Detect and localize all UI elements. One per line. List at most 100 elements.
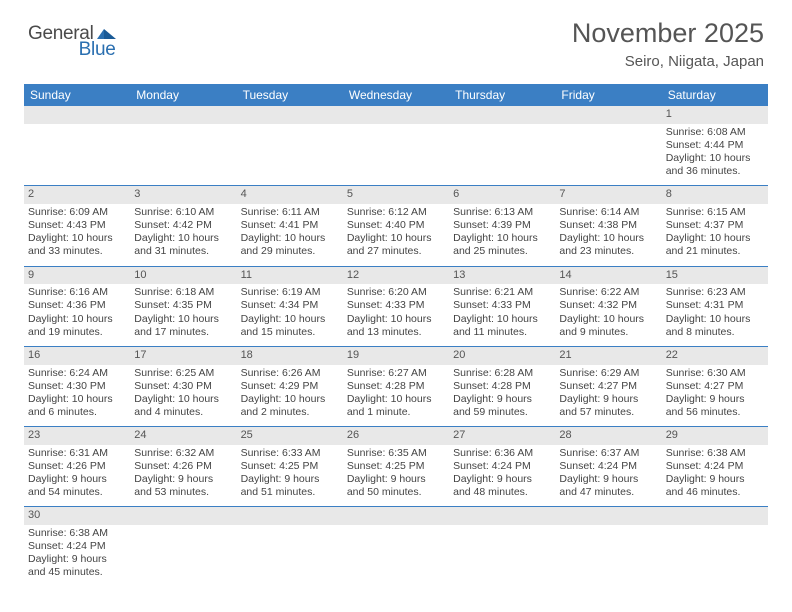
sunset-text: Sunset: 4:24 PM — [453, 460, 551, 473]
day-number-cell: 27 — [449, 427, 555, 445]
day-number-cell — [343, 106, 449, 124]
daylight-text: Daylight: 10 hours and 2 minutes. — [241, 393, 339, 419]
daylight-text: Daylight: 9 hours and 54 minutes. — [28, 473, 126, 499]
daylight-text: Daylight: 10 hours and 33 minutes. — [28, 232, 126, 258]
daylight-text: Daylight: 10 hours and 27 minutes. — [347, 232, 445, 258]
sunset-text: Sunset: 4:25 PM — [241, 460, 339, 473]
daylight-text: Daylight: 9 hours and 57 minutes. — [559, 393, 657, 419]
day-content-cell: Sunrise: 6:22 AMSunset: 4:32 PMDaylight:… — [555, 284, 661, 346]
day-content-cell — [130, 525, 236, 587]
daylight-text: Daylight: 10 hours and 9 minutes. — [559, 313, 657, 339]
sunrise-text: Sunrise: 6:20 AM — [347, 286, 445, 299]
day-number-cell — [237, 106, 343, 124]
day-content-cell: Sunrise: 6:11 AMSunset: 4:41 PMDaylight:… — [237, 204, 343, 266]
sunrise-text: Sunrise: 6:25 AM — [134, 367, 232, 380]
day-content-cell: Sunrise: 6:29 AMSunset: 4:27 PMDaylight:… — [555, 365, 661, 427]
day-content-cell: Sunrise: 6:23 AMSunset: 4:31 PMDaylight:… — [662, 284, 768, 346]
weekday-header: Saturday — [662, 84, 768, 106]
sunrise-text: Sunrise: 6:26 AM — [241, 367, 339, 380]
day-number-cell: 3 — [130, 186, 236, 204]
day-number-cell: 24 — [130, 427, 236, 445]
sunset-text: Sunset: 4:43 PM — [28, 219, 126, 232]
daylight-text: Daylight: 10 hours and 19 minutes. — [28, 313, 126, 339]
day-content-cell: Sunrise: 6:26 AMSunset: 4:29 PMDaylight:… — [237, 365, 343, 427]
day-content-cell: Sunrise: 6:10 AMSunset: 4:42 PMDaylight:… — [130, 204, 236, 266]
sunset-text: Sunset: 4:28 PM — [347, 380, 445, 393]
sunrise-text: Sunrise: 6:13 AM — [453, 206, 551, 219]
day-content-cell — [237, 124, 343, 186]
sunrise-text: Sunrise: 6:09 AM — [28, 206, 126, 219]
day-number-cell: 23 — [24, 427, 130, 445]
sunset-text: Sunset: 4:44 PM — [666, 139, 764, 152]
sunrise-text: Sunrise: 6:28 AM — [453, 367, 551, 380]
sunrise-text: Sunrise: 6:22 AM — [559, 286, 657, 299]
page-title: November 2025 — [572, 18, 764, 49]
day-content-cell — [662, 525, 768, 587]
day-content-cell: Sunrise: 6:28 AMSunset: 4:28 PMDaylight:… — [449, 365, 555, 427]
day-content-cell: Sunrise: 6:32 AMSunset: 4:26 PMDaylight:… — [130, 445, 236, 507]
sunrise-text: Sunrise: 6:31 AM — [28, 447, 126, 460]
sunrise-text: Sunrise: 6:19 AM — [241, 286, 339, 299]
daylight-text: Daylight: 10 hours and 11 minutes. — [453, 313, 551, 339]
day-content-cell — [343, 124, 449, 186]
sunrise-text: Sunrise: 6:14 AM — [559, 206, 657, 219]
daylight-text: Daylight: 9 hours and 50 minutes. — [347, 473, 445, 499]
day-content-cell — [449, 525, 555, 587]
sunset-text: Sunset: 4:28 PM — [453, 380, 551, 393]
day-content-cell: Sunrise: 6:38 AMSunset: 4:24 PMDaylight:… — [662, 445, 768, 507]
sunrise-text: Sunrise: 6:08 AM — [666, 126, 764, 139]
day-number-cell: 7 — [555, 186, 661, 204]
day-content-cell: Sunrise: 6:19 AMSunset: 4:34 PMDaylight:… — [237, 284, 343, 346]
title-block: November 2025 Seiro, Niigata, Japan — [572, 18, 764, 70]
day-content-cell: Sunrise: 6:16 AMSunset: 4:36 PMDaylight:… — [24, 284, 130, 346]
sunset-text: Sunset: 4:26 PM — [134, 460, 232, 473]
daylight-text: Daylight: 10 hours and 21 minutes. — [666, 232, 764, 258]
sunset-text: Sunset: 4:34 PM — [241, 299, 339, 312]
day-number-cell: 5 — [343, 186, 449, 204]
sunset-text: Sunset: 4:38 PM — [559, 219, 657, 232]
day-number-cell — [24, 106, 130, 124]
sunrise-text: Sunrise: 6:36 AM — [453, 447, 551, 460]
weekday-header: Friday — [555, 84, 661, 106]
daylight-text: Daylight: 9 hours and 53 minutes. — [134, 473, 232, 499]
day-number-cell: 16 — [24, 346, 130, 364]
daylight-text: Daylight: 9 hours and 59 minutes. — [453, 393, 551, 419]
sunset-text: Sunset: 4:24 PM — [666, 460, 764, 473]
day-number-cell — [449, 507, 555, 525]
sunset-text: Sunset: 4:24 PM — [559, 460, 657, 473]
sunset-text: Sunset: 4:31 PM — [666, 299, 764, 312]
day-content-cell: Sunrise: 6:33 AMSunset: 4:25 PMDaylight:… — [237, 445, 343, 507]
day-number-cell: 25 — [237, 427, 343, 445]
sunset-text: Sunset: 4:35 PM — [134, 299, 232, 312]
day-number-cell: 8 — [662, 186, 768, 204]
day-content-cell: Sunrise: 6:25 AMSunset: 4:30 PMDaylight:… — [130, 365, 236, 427]
day-number-cell — [343, 507, 449, 525]
daylight-text: Daylight: 10 hours and 1 minute. — [347, 393, 445, 419]
daylight-text: Daylight: 10 hours and 23 minutes. — [559, 232, 657, 258]
day-number-cell — [130, 507, 236, 525]
sunrise-text: Sunrise: 6:29 AM — [559, 367, 657, 380]
day-number-cell: 19 — [343, 346, 449, 364]
daylight-text: Daylight: 10 hours and 31 minutes. — [134, 232, 232, 258]
daylight-text: Daylight: 10 hours and 36 minutes. — [666, 152, 764, 178]
day-number-cell — [130, 106, 236, 124]
day-number-cell: 29 — [662, 427, 768, 445]
sunset-text: Sunset: 4:39 PM — [453, 219, 551, 232]
day-content-cell — [449, 124, 555, 186]
sunrise-text: Sunrise: 6:23 AM — [666, 286, 764, 299]
sunset-text: Sunset: 4:24 PM — [28, 540, 126, 553]
daylight-text: Daylight: 9 hours and 47 minutes. — [559, 473, 657, 499]
day-content-cell: Sunrise: 6:35 AMSunset: 4:25 PMDaylight:… — [343, 445, 449, 507]
daylight-text: Daylight: 9 hours and 51 minutes. — [241, 473, 339, 499]
brand-text-blue: Blue — [79, 40, 116, 59]
location-subtitle: Seiro, Niigata, Japan — [572, 53, 764, 70]
sunset-text: Sunset: 4:26 PM — [28, 460, 126, 473]
day-number-cell: 10 — [130, 266, 236, 284]
day-content-cell: Sunrise: 6:15 AMSunset: 4:37 PMDaylight:… — [662, 204, 768, 266]
sunrise-text: Sunrise: 6:11 AM — [241, 206, 339, 219]
day-content-cell: Sunrise: 6:30 AMSunset: 4:27 PMDaylight:… — [662, 365, 768, 427]
day-content-cell: Sunrise: 6:36 AMSunset: 4:24 PMDaylight:… — [449, 445, 555, 507]
daylight-text: Daylight: 10 hours and 15 minutes. — [241, 313, 339, 339]
sunset-text: Sunset: 4:33 PM — [453, 299, 551, 312]
day-number-cell — [449, 106, 555, 124]
